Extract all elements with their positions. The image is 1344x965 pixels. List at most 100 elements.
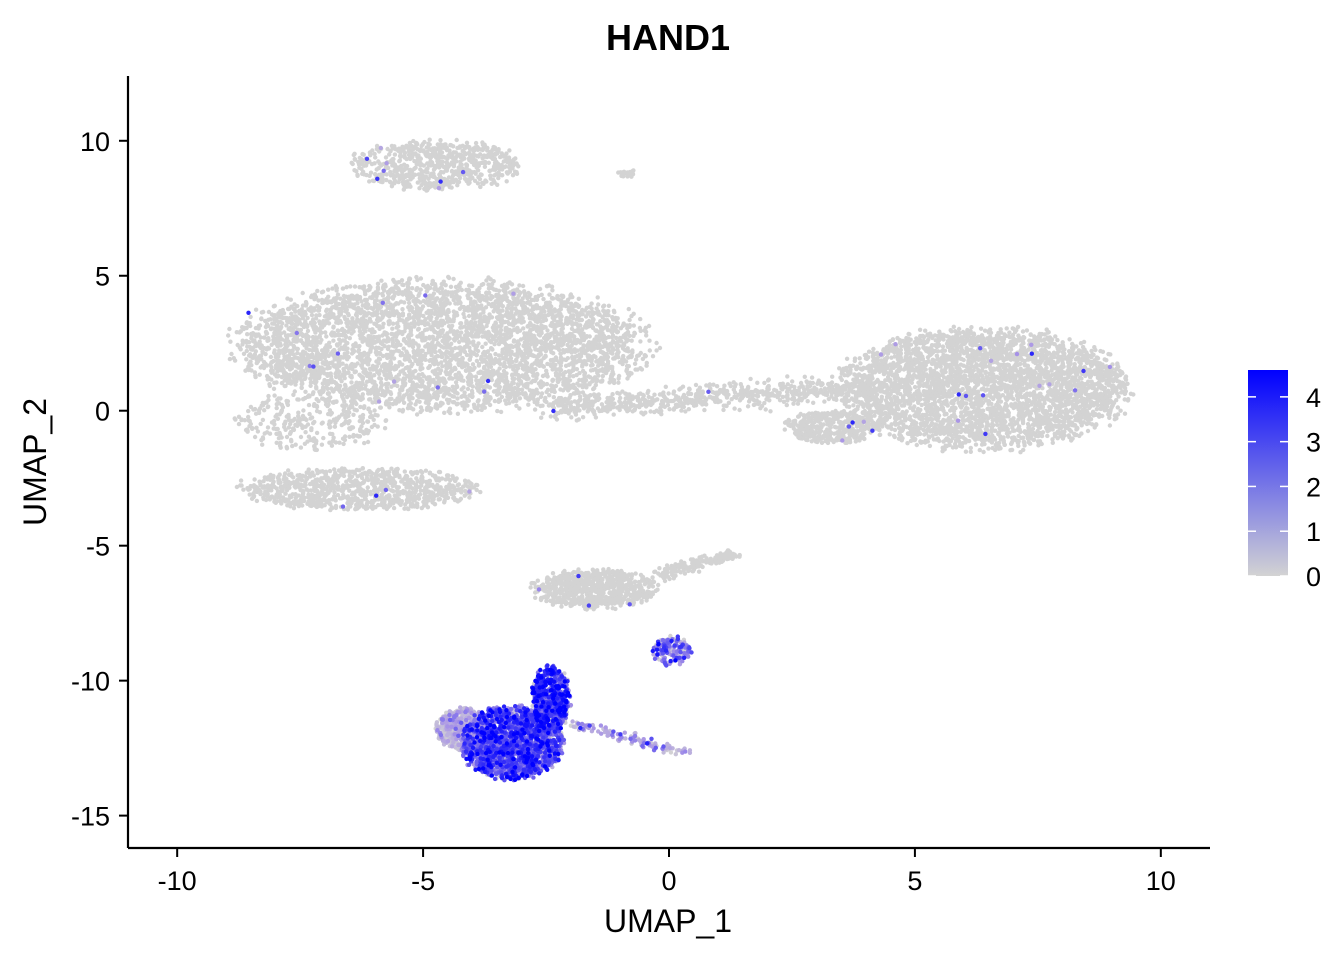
- cell-point: [538, 311, 543, 316]
- cell-point: [443, 363, 448, 368]
- cell-point: [394, 321, 400, 326]
- cell-point: [266, 375, 272, 381]
- cell-point: [410, 361, 415, 367]
- cell-point: [427, 393, 432, 398]
- cell-point: [411, 315, 416, 320]
- cell-point: [453, 390, 459, 395]
- cell-point: [404, 349, 409, 354]
- cell-point: [360, 396, 365, 401]
- cell-point: [543, 337, 549, 342]
- cell-point: [372, 329, 377, 335]
- cell-point: [626, 306, 631, 312]
- cell-point: [390, 321, 396, 326]
- cell-point: [300, 413, 306, 419]
- cell-point: [459, 287, 464, 293]
- cell-point: [240, 342, 245, 347]
- cell-point: [348, 304, 353, 309]
- cell-point: [534, 354, 540, 360]
- cell-point: [293, 364, 299, 369]
- cell-point: [486, 282, 491, 287]
- cell-point: [606, 319, 611, 325]
- cell-point: [553, 355, 559, 360]
- cell-point: [262, 362, 268, 368]
- cell-point: [407, 292, 413, 297]
- cell-point: [310, 359, 315, 365]
- cell-point: [627, 323, 632, 328]
- cell-point: [576, 303, 582, 309]
- cell-point: [414, 399, 420, 404]
- cell-point: [295, 316, 300, 321]
- cell-point: [385, 386, 390, 391]
- cell-point: [576, 383, 582, 388]
- cell-point: [483, 341, 488, 346]
- cell-point: [505, 327, 510, 333]
- cell-point: [590, 343, 595, 348]
- cell-point: [251, 339, 256, 344]
- cell-point: [459, 325, 465, 330]
- cell-point: [262, 335, 267, 340]
- cell-point: [399, 278, 405, 283]
- cell-point: [462, 390, 467, 395]
- cell-point: [556, 367, 561, 372]
- cell-point: [561, 300, 566, 305]
- cell-point: [557, 377, 563, 382]
- cell-point: [448, 328, 453, 334]
- cell-point: [426, 380, 431, 386]
- cell-point: [441, 385, 447, 390]
- cell-point: [558, 351, 563, 356]
- cell-point: [277, 341, 283, 346]
- cell-point: [309, 427, 314, 433]
- cell-point: [331, 435, 336, 440]
- cell-point: [441, 345, 446, 350]
- cell-point: [573, 309, 579, 314]
- cell-point: [470, 283, 475, 289]
- cell-point: [442, 500, 447, 505]
- cell-point: [446, 309, 451, 315]
- cell-point: [456, 370, 461, 375]
- cell-point: [595, 295, 600, 300]
- cell-point: [433, 343, 438, 349]
- cell-point: [334, 306, 340, 311]
- cell-point: [277, 313, 282, 319]
- cell-point: [313, 381, 318, 386]
- cell-point: [290, 317, 295, 322]
- cell-point: [260, 442, 265, 447]
- cell-point: [487, 356, 492, 361]
- cell-point: [268, 354, 274, 360]
- cell-point: [591, 367, 596, 373]
- cell-point: [277, 472, 282, 477]
- cell-point: [571, 357, 577, 362]
- cell-point: [629, 338, 634, 343]
- cell-point: [313, 342, 319, 348]
- cell-point: [345, 357, 350, 362]
- cell-point: [349, 322, 355, 327]
- cell-point: [544, 389, 549, 395]
- cell-point: [490, 347, 495, 352]
- cell-point: [246, 418, 251, 423]
- cell-point: [382, 426, 388, 431]
- cell-point: [407, 367, 412, 373]
- cell-point: [464, 325, 470, 331]
- cell-point: [361, 360, 366, 365]
- cell-point: [407, 312, 412, 317]
- cell-point: [266, 393, 271, 399]
- cell-point: [347, 336, 352, 341]
- cell-point: [277, 326, 282, 331]
- cell-point: [517, 283, 522, 288]
- cell-point: [400, 318, 405, 323]
- cell-point: [331, 338, 336, 343]
- cell-point: [379, 383, 384, 388]
- cell-point: [366, 352, 371, 358]
- cell-point: [390, 296, 396, 301]
- cell-point: [324, 334, 329, 339]
- cell-point: [326, 411, 331, 417]
- cell-point: [588, 363, 594, 368]
- cell-point: [249, 368, 254, 373]
- cell-point: [560, 326, 565, 331]
- cell-point: [486, 301, 491, 307]
- cell-point: [236, 421, 242, 427]
- cell-point: [486, 329, 491, 335]
- cell-point: [498, 300, 503, 306]
- cell-point: [548, 347, 553, 352]
- cell-point: [406, 296, 411, 302]
